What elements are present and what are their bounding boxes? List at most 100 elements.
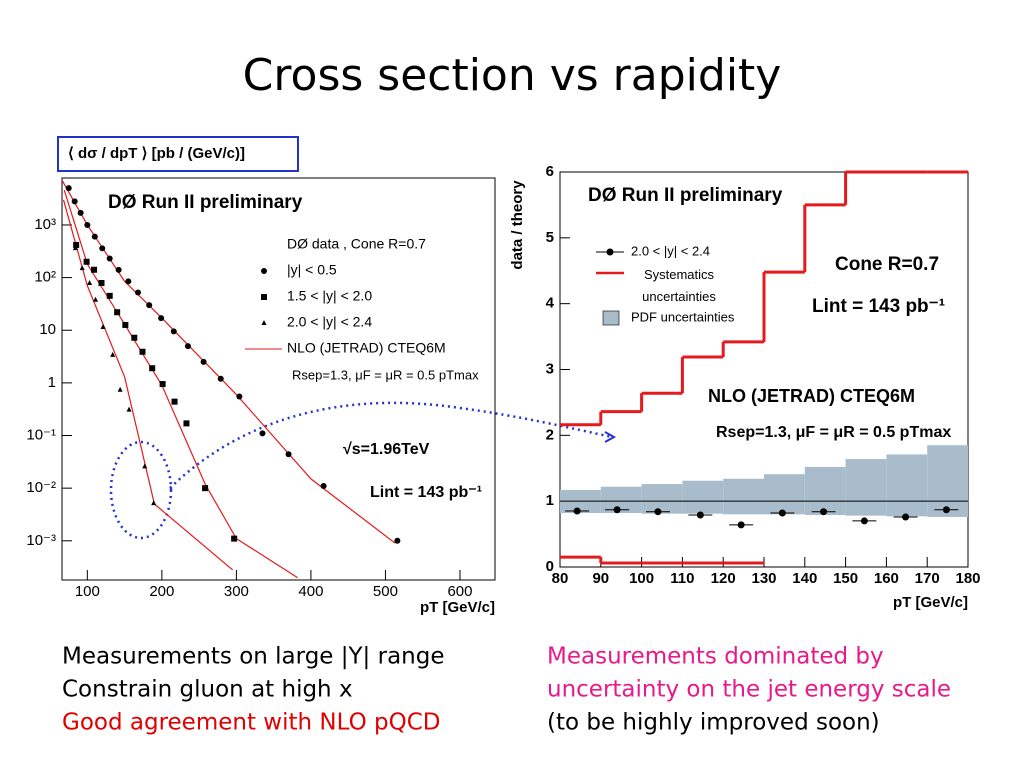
- point: [77, 209, 84, 216]
- note-right: Measurements dominated by: [547, 644, 884, 670]
- y-tick-label: 10²: [34, 269, 56, 286]
- point: [79, 265, 85, 271]
- y-tick-label: 0: [546, 558, 554, 575]
- point: [200, 358, 207, 365]
- pdf-band: [764, 474, 805, 515]
- point: [261, 320, 267, 325]
- point: [142, 463, 148, 469]
- y-tick-label: 10⁻¹: [26, 426, 56, 443]
- pdf-band: [600, 486, 642, 514]
- annotation: DØ Run II preliminary: [588, 185, 783, 206]
- note-left: Constrain gluon at high x: [62, 677, 353, 703]
- point: [65, 185, 72, 192]
- point: [151, 500, 157, 506]
- legend-swatch: [602, 310, 620, 326]
- x-tick-label: 160: [874, 570, 899, 587]
- x-tick-label: 500: [373, 583, 398, 600]
- point: [217, 375, 224, 382]
- point: [159, 381, 166, 388]
- ylabel-box: [57, 136, 299, 172]
- point: [860, 517, 868, 525]
- annotation: Lint = 143 pb⁻¹: [370, 484, 482, 501]
- point: [820, 508, 828, 516]
- point: [106, 255, 113, 262]
- legend-label: Systematics uncertainties: [642, 267, 716, 304]
- note-left: Good agreement with NLO pQCD: [62, 710, 440, 736]
- legend-marker: [606, 248, 614, 256]
- point: [106, 292, 113, 299]
- point: [613, 506, 621, 514]
- x-tick-label: 80: [552, 570, 569, 587]
- plot-frame: [61, 177, 496, 581]
- x-tick-label: 120: [711, 570, 736, 587]
- point: [84, 221, 91, 228]
- arrow-head: [604, 431, 617, 443]
- point: [654, 508, 662, 516]
- x-tick-label: 100: [75, 583, 100, 600]
- point: [122, 321, 129, 328]
- point: [696, 511, 704, 519]
- point: [231, 535, 238, 542]
- point: [902, 513, 910, 521]
- point: [202, 485, 209, 492]
- legend-label: PDF uncertainties: [631, 309, 735, 324]
- point: [71, 198, 78, 205]
- annotation: Lint = 143 pb⁻¹: [812, 296, 945, 317]
- pdf-band: [723, 478, 764, 515]
- point: [778, 509, 786, 517]
- point: [126, 406, 132, 412]
- point: [149, 365, 156, 372]
- x-tick-label: 90: [592, 570, 609, 587]
- point: [93, 296, 99, 302]
- point: [91, 266, 98, 273]
- x-tick-label: 100: [629, 570, 654, 587]
- point: [87, 279, 93, 285]
- point: [942, 506, 950, 514]
- y-tick-label: 5: [546, 229, 554, 246]
- x-tick-label: 170: [915, 570, 940, 587]
- point: [236, 393, 243, 400]
- annotation: Rsep=1.3, μF = μR = 0.5 pTmax: [716, 424, 951, 441]
- y-tick-label: 10: [39, 321, 56, 338]
- legend-label-box: Systematics uncertainties: [642, 267, 716, 304]
- x-axis-label: pT [GeV/c]: [893, 594, 968, 611]
- annotation: DØ Run II preliminary: [108, 192, 303, 213]
- note-right: uncertainty on the jet energy scale: [547, 677, 951, 703]
- point: [737, 521, 745, 529]
- point: [183, 420, 190, 427]
- x-tick-label: 300: [224, 583, 249, 600]
- pdf-band: [682, 480, 724, 514]
- point: [73, 241, 80, 248]
- y-tick-label: 6: [546, 163, 554, 180]
- point: [83, 258, 90, 265]
- pdf-band: [927, 445, 968, 517]
- point: [110, 351, 116, 357]
- y-axis-label: data / theory: [509, 180, 526, 270]
- point: [320, 482, 327, 489]
- legend-label: 2.0 < |y| < 2.4: [631, 243, 710, 258]
- x-tick-label: 180: [955, 570, 980, 587]
- point: [98, 279, 105, 286]
- legend-label: 2.0 < |y| < 2.4: [287, 314, 372, 330]
- fit-line: [62, 199, 234, 571]
- point: [139, 348, 146, 355]
- legend-label: |y| < 0.5: [287, 262, 337, 278]
- point: [171, 398, 178, 405]
- point: [259, 430, 266, 437]
- highlight-ellipse: [109, 440, 173, 540]
- note-right: (to be highly improved soon): [547, 710, 880, 736]
- pdf-band: [641, 484, 683, 514]
- point: [170, 328, 177, 335]
- point: [91, 233, 98, 240]
- point: [100, 324, 106, 330]
- y-tick-label: 4: [546, 295, 555, 312]
- point: [573, 507, 581, 515]
- point: [125, 278, 132, 285]
- y-tick-label: 10³: [34, 216, 56, 233]
- point: [261, 268, 267, 274]
- x-tick-label: 400: [298, 583, 323, 600]
- y-tick-label: 1: [546, 492, 554, 509]
- x-tick-label: 150: [833, 570, 858, 587]
- x-tick-label: 130: [751, 570, 776, 587]
